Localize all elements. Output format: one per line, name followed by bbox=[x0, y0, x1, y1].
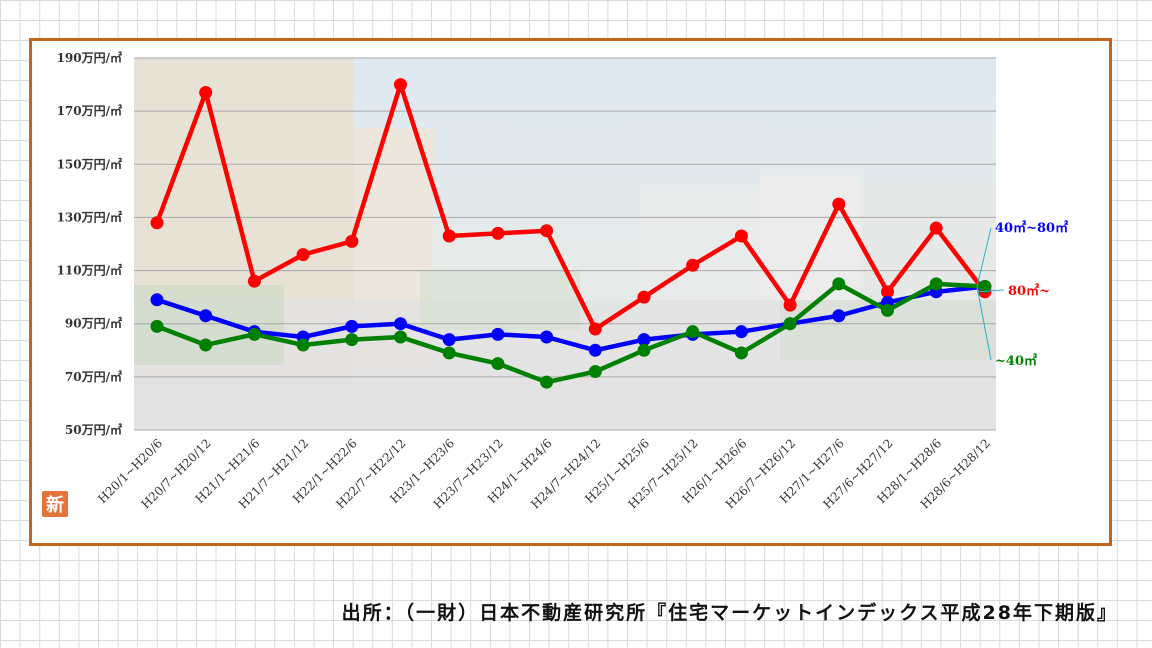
data-point bbox=[199, 338, 213, 352]
y-tick-label: 170万円/㎡ bbox=[57, 103, 122, 118]
label-leader-line bbox=[976, 289, 1005, 293]
data-point bbox=[588, 343, 602, 357]
y-tick-label: 50万円/㎡ bbox=[65, 422, 122, 437]
series-line bbox=[154, 82, 988, 332]
label-leader-line bbox=[976, 227, 992, 287]
data-point bbox=[540, 224, 554, 238]
y-tick-label: 190万円/㎡ bbox=[57, 50, 122, 65]
data-point bbox=[734, 325, 748, 339]
data-point bbox=[199, 86, 213, 100]
data-point bbox=[783, 298, 797, 312]
y-tick-label: 130万円/㎡ bbox=[57, 209, 122, 224]
data-point bbox=[150, 216, 164, 230]
data-point bbox=[345, 234, 359, 248]
series-line bbox=[154, 284, 988, 353]
data-point bbox=[734, 229, 748, 243]
data-point bbox=[734, 346, 748, 360]
data-point bbox=[881, 285, 894, 299]
data-point bbox=[686, 325, 700, 339]
series-labels: 80㎡~ 40㎡~80㎡ ~40㎡ bbox=[976, 220, 1068, 369]
data-point bbox=[394, 78, 407, 92]
line-chart: 50万円/㎡ 70万円/㎡ 90万円/㎡ 110万円/㎡ 130万円/㎡ 150万円/㎡ 1… bbox=[57, 50, 1069, 512]
data-point bbox=[637, 333, 651, 347]
data-point bbox=[442, 333, 456, 347]
data-point bbox=[442, 346, 456, 360]
source-caption: 出所：（一財）日本不動産研究所『住宅マーケットインデックス平成28年下期版』 bbox=[341, 602, 1118, 624]
data-point bbox=[150, 293, 164, 307]
data-point bbox=[296, 248, 310, 262]
series-label: 80㎡~ bbox=[1008, 283, 1050, 299]
data-point bbox=[929, 221, 943, 235]
data-point bbox=[491, 327, 505, 341]
data-point bbox=[540, 375, 554, 389]
data-point bbox=[637, 290, 651, 304]
data-point bbox=[199, 309, 213, 323]
y-tick-label: 150万円/㎡ bbox=[57, 156, 122, 171]
data-point bbox=[686, 258, 700, 272]
data-point bbox=[394, 317, 407, 331]
data-point bbox=[442, 229, 456, 243]
y-tick-label: 110万円/㎡ bbox=[57, 263, 122, 278]
data-point bbox=[881, 303, 894, 317]
data-point bbox=[150, 319, 164, 333]
series-group bbox=[150, 78, 992, 389]
data-point bbox=[491, 226, 505, 240]
data-point bbox=[588, 365, 602, 379]
new-badge: 新 bbox=[42, 491, 68, 517]
data-point bbox=[929, 277, 943, 291]
data-point bbox=[345, 319, 359, 333]
data-point bbox=[491, 357, 505, 371]
data-point bbox=[247, 274, 261, 288]
data-point bbox=[247, 327, 261, 341]
y-axis: 50万円/㎡ 70万円/㎡ 90万円/㎡ 110万円/㎡ 130万円/㎡ 150万円/㎡ 1… bbox=[57, 50, 122, 437]
data-point bbox=[832, 277, 846, 291]
data-point bbox=[832, 309, 846, 323]
data-point bbox=[978, 280, 992, 294]
x-axis: H20/1~H20/6H20/7~H20/12H21/1~H21/6H21/7~… bbox=[95, 436, 993, 511]
series-label: ~40㎡ bbox=[995, 353, 1037, 369]
series-line bbox=[154, 281, 988, 385]
plot-background-photo bbox=[134, 58, 996, 430]
data-point bbox=[637, 343, 651, 357]
data-point bbox=[832, 197, 846, 211]
data-point bbox=[540, 330, 554, 344]
y-tick-label: 70万円/㎡ bbox=[65, 369, 122, 384]
data-point bbox=[296, 338, 310, 352]
data-point bbox=[783, 317, 797, 331]
data-point bbox=[588, 322, 602, 336]
label-leader-line bbox=[976, 286, 992, 361]
y-tick-label: 90万円/㎡ bbox=[65, 316, 122, 331]
data-point bbox=[394, 330, 407, 344]
data-point bbox=[345, 333, 359, 347]
series-label: 40㎡~80㎡ bbox=[995, 220, 1068, 236]
